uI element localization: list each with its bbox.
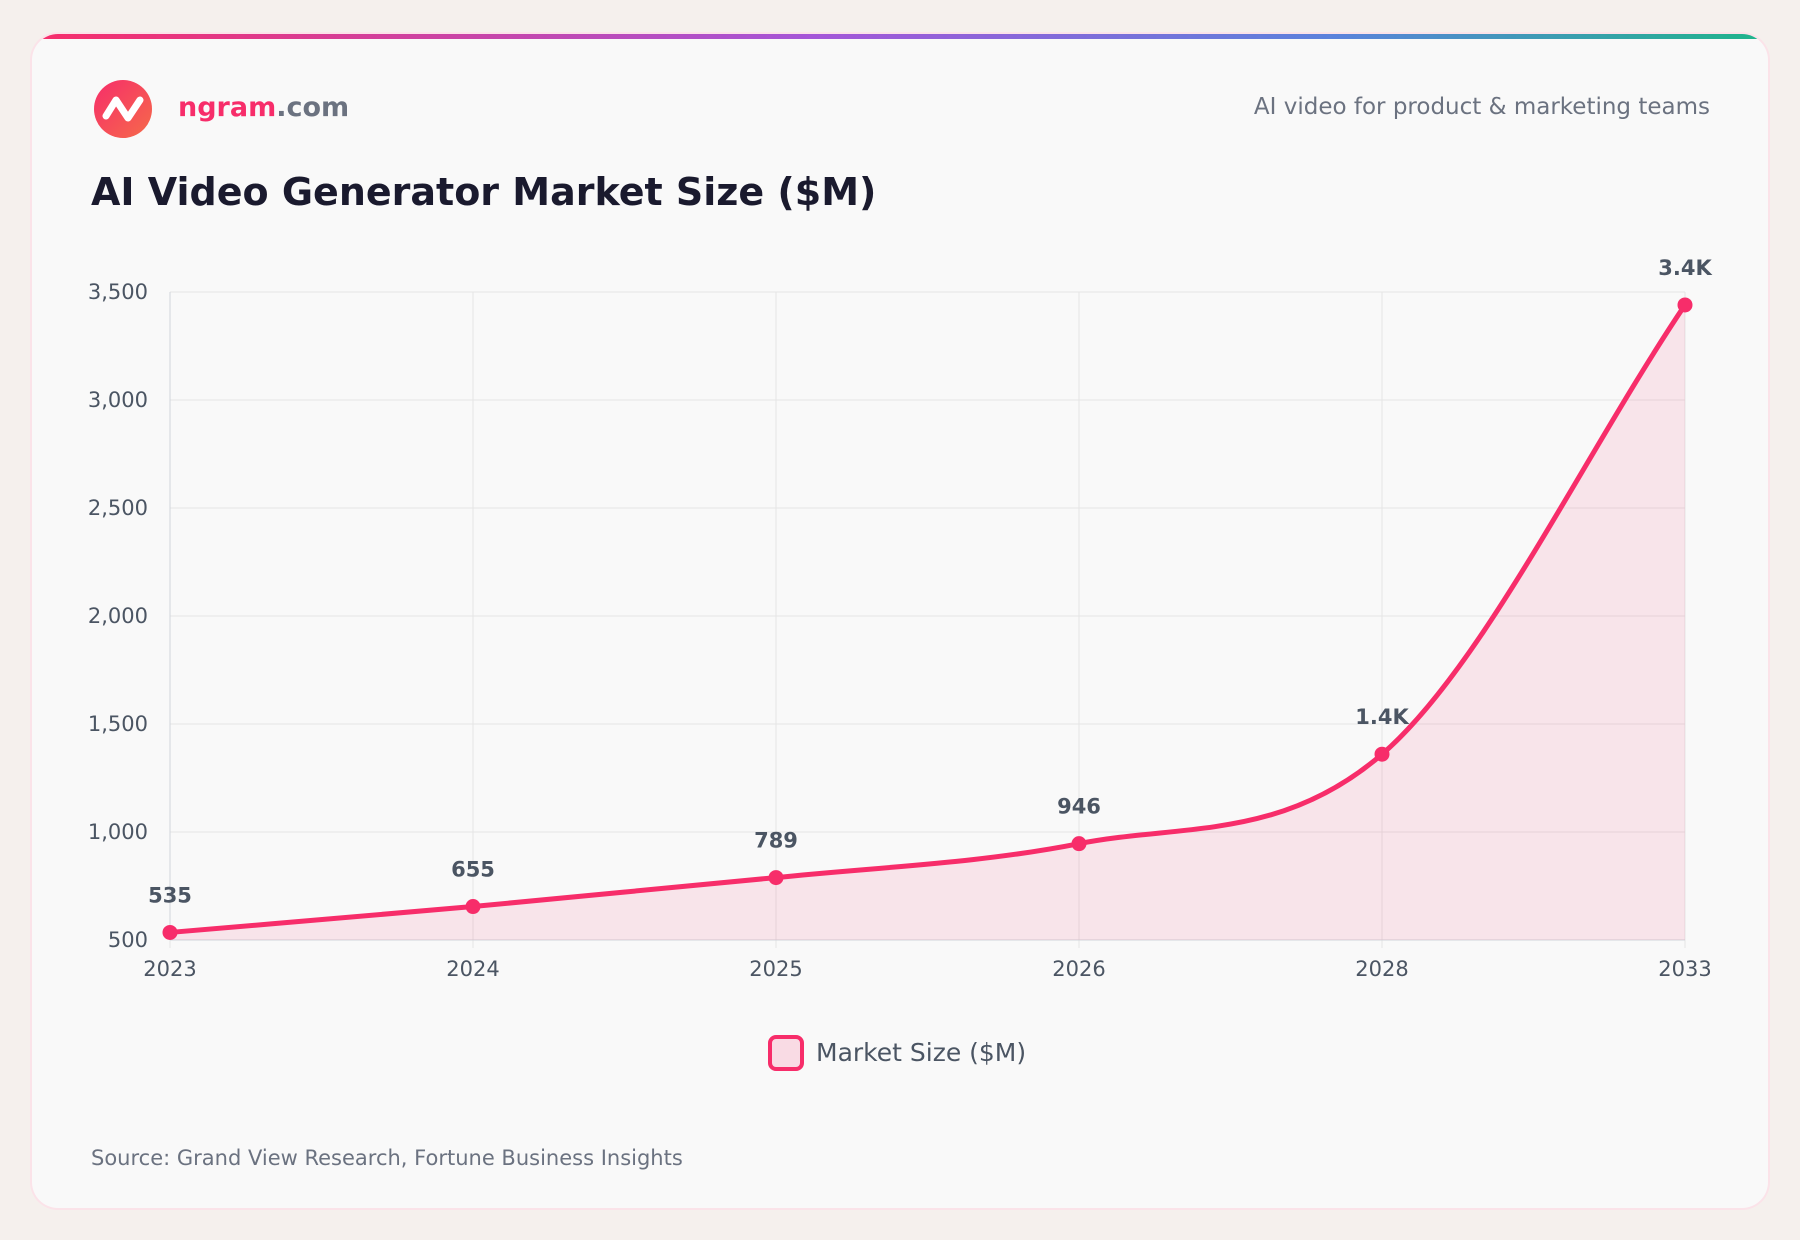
value-label: 946 <box>1057 795 1101 819</box>
value-label: 535 <box>148 883 192 907</box>
point <box>465 899 481 915</box>
y-tick-label: 500 <box>108 928 148 952</box>
value-label: 655 <box>451 858 495 882</box>
y-tick-label: 2,500 <box>88 496 148 520</box>
value-label: 1.4K <box>1355 705 1409 729</box>
point <box>768 870 784 886</box>
x-tick-label: 2023 <box>143 957 196 981</box>
y-tick-label: 1,500 <box>88 712 148 736</box>
y-tick-label: 2,000 <box>88 604 148 628</box>
chart-title: AI Video Generator Market Size ($M) <box>91 170 877 214</box>
point <box>1071 836 1087 852</box>
brand-domain[interactable]: .com <box>276 92 350 123</box>
point <box>1677 297 1693 313</box>
y-tick-label: 3,000 <box>88 388 148 412</box>
x-tick-label: 2024 <box>446 957 499 981</box>
y-tick-label: 1,000 <box>88 820 148 844</box>
logo-mark <box>102 96 144 122</box>
y-tick-label: 3,500 <box>88 280 148 304</box>
value-label: 789 <box>754 829 798 853</box>
line <box>169 303 1688 935</box>
accent-bar <box>32 34 1768 39</box>
x-tick-label: 2028 <box>1355 957 1408 981</box>
brand-name[interactable]: ngram <box>178 92 277 123</box>
card: ngram.com AI video for product & marketi… <box>32 34 1768 1208</box>
legend-swatch <box>768 1035 804 1071</box>
point <box>162 924 178 940</box>
x-tick-label: 2033 <box>1658 957 1711 981</box>
logo <box>94 80 152 138</box>
value-label: 3.4K <box>1658 256 1712 280</box>
point <box>1374 746 1390 762</box>
tagline: AI video for product & marketing teams <box>1253 94 1710 120</box>
x-tick-label: 2025 <box>749 957 802 981</box>
legend-label: Market Size ($M) <box>816 1038 1026 1067</box>
brand[interactable]: ngram.com <box>178 92 349 123</box>
source: Source: Grand View Research, Fortune Bus… <box>91 1146 683 1170</box>
area <box>170 304 1685 941</box>
x-tick-label: 2026 <box>1052 957 1105 981</box>
